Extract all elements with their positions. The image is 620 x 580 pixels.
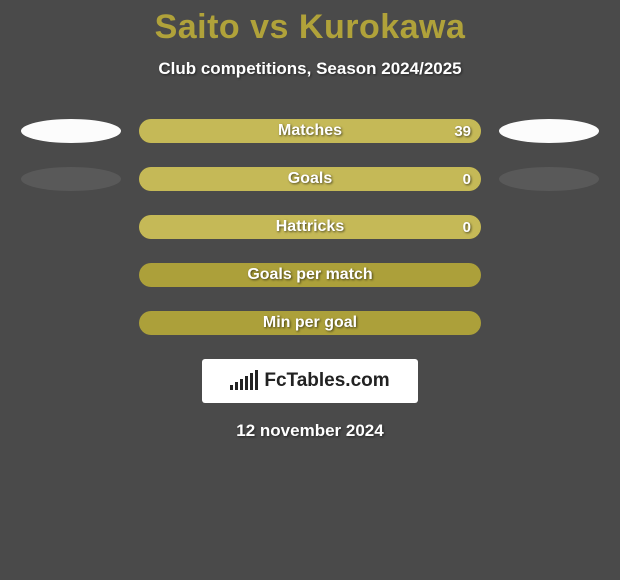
stat-row: Hattricks 0 <box>0 215 620 239</box>
stat-rows: Matches 39 Goals 0 Hattricks 0 Goals per match… <box>0 119 620 335</box>
stat-bar: Goals 0 <box>139 167 481 191</box>
stat-row: Matches 39 <box>0 119 620 143</box>
comparison-card: Saito vs Kurokawa Club competitions, Sea… <box>0 0 620 580</box>
logo-box: FcTables.com <box>202 359 418 403</box>
stat-bar: Goals per match <box>139 263 481 287</box>
logo-bar <box>235 382 238 390</box>
logo-bar <box>245 376 248 390</box>
stat-label: Matches <box>278 122 342 140</box>
stat-bar: Min per goal <box>139 311 481 335</box>
subtitle: Club competitions, Season 2024/2025 <box>0 59 620 79</box>
stat-value-right: 0 <box>463 219 471 236</box>
ellipse-right <box>499 119 599 143</box>
ellipse-left <box>21 119 121 143</box>
page-title: Saito vs Kurokawa <box>0 0 620 47</box>
stat-row: Goals 0 <box>0 167 620 191</box>
stat-label: Goals <box>288 170 332 188</box>
bar-chart-icon <box>230 372 258 390</box>
logo-bar <box>230 385 233 390</box>
stat-row: Goals per match <box>0 263 620 287</box>
logo-bar <box>250 373 253 390</box>
stat-label: Hattricks <box>276 218 344 236</box>
stat-value-right: 0 <box>463 171 471 188</box>
stat-row: Min per goal <box>0 311 620 335</box>
stat-value-right: 39 <box>454 123 471 140</box>
stat-bar: Matches 39 <box>139 119 481 143</box>
logo-text: FcTables.com <box>264 370 389 392</box>
ellipse-right <box>499 167 599 191</box>
stat-label: Min per goal <box>263 314 357 332</box>
logo-bar <box>240 379 243 390</box>
date-text: 12 november 2024 <box>0 421 620 441</box>
stat-bar: Hattricks 0 <box>139 215 481 239</box>
stat-label: Goals per match <box>247 266 372 284</box>
logo-bar <box>255 370 258 390</box>
ellipse-left <box>21 167 121 191</box>
